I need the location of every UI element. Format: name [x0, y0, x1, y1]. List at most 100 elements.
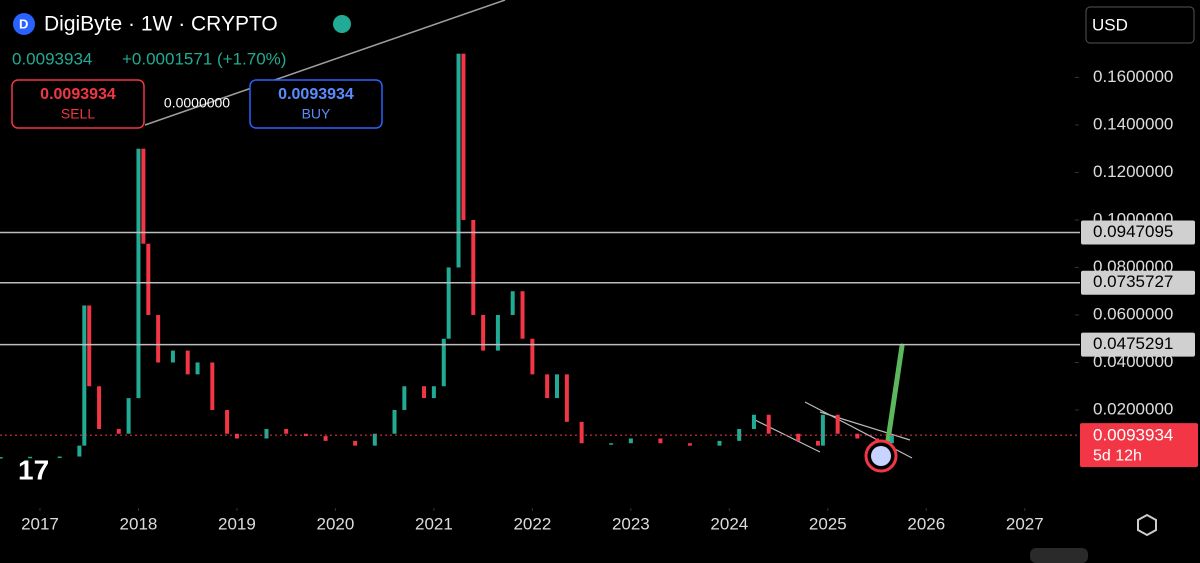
candle [766, 414, 771, 434]
tv-logo: 17 [18, 454, 49, 485]
countdown: 5d 12h [1093, 447, 1142, 464]
x-tick-label: 2025 [809, 514, 847, 533]
projection-arrow [885, 343, 905, 443]
candle [141, 148, 146, 244]
x-tick-label: 2018 [120, 514, 158, 533]
candle [510, 291, 515, 315]
level-label: 0.0947095 [1093, 222, 1173, 241]
candle [402, 386, 407, 410]
candle [225, 409, 230, 434]
candle [57, 456, 62, 459]
candle [461, 53, 466, 220]
buy-button[interactable] [249, 79, 383, 129]
candle [234, 433, 239, 439]
candle [284, 428, 289, 434]
flag-icon [871, 446, 891, 466]
y-tick-label: 0.1200000 [1093, 162, 1173, 181]
candle [717, 440, 722, 446]
candle [687, 443, 692, 446]
candle [185, 350, 190, 375]
x-tick-label: 2024 [710, 514, 748, 533]
x-tick-label: 2021 [415, 514, 453, 533]
candle [628, 438, 633, 444]
candle [136, 148, 141, 399]
candle [889, 435, 894, 444]
candle [456, 53, 461, 268]
candle [97, 386, 102, 429]
candle [264, 428, 269, 439]
title: DigiByte · 1W · CRYPTO [44, 13, 278, 36]
y-tick-label: 0.1600000 [1093, 67, 1173, 86]
buy-label: BUY [302, 106, 331, 122]
sell-button[interactable] [11, 79, 145, 129]
x-tick-label: 2017 [21, 514, 59, 533]
price-tag [1080, 423, 1198, 468]
candle [170, 350, 175, 363]
candle [481, 314, 486, 351]
y-tick-label: 0.0600000 [1093, 304, 1173, 323]
candle [126, 398, 131, 434]
candle [579, 421, 584, 444]
candle [210, 362, 215, 410]
currency: USD [1092, 15, 1128, 34]
x-tick-label: 2022 [513, 514, 551, 533]
sell-label: SELL [61, 106, 95, 122]
level-tag [1081, 332, 1195, 357]
candle [495, 314, 500, 351]
candle [323, 436, 328, 441]
candle [372, 433, 377, 446]
candle [554, 374, 559, 399]
candle [545, 374, 550, 399]
candle [609, 443, 614, 445]
candle [431, 386, 436, 399]
plot-area: 0.02000000.04000000.06000000.08000000.10… [0, 53, 1198, 533]
candle [520, 291, 525, 339]
y-tick-label: 0.1400000 [1093, 114, 1173, 133]
candle [564, 374, 569, 422]
candle [116, 428, 121, 434]
candle [353, 440, 358, 446]
trend-line [144, 0, 506, 126]
candle [195, 362, 200, 375]
candle [751, 414, 756, 429]
candle [0, 457, 3, 459]
candle [28, 456, 33, 459]
candle [658, 438, 663, 444]
level-tag [1081, 270, 1195, 295]
status-dot [333, 15, 351, 33]
trend-line [754, 419, 821, 453]
candle [82, 305, 87, 446]
x-tick-label: 2020 [317, 514, 355, 533]
currency-select[interactable] [1085, 6, 1195, 44]
buy-price: 0.0093934 [278, 86, 354, 103]
logo-letter: D [19, 16, 28, 31]
candle [446, 267, 451, 339]
candle [471, 219, 476, 315]
candle [835, 414, 840, 434]
candle [815, 440, 820, 446]
level-label: 0.0475291 [1093, 334, 1173, 353]
y-tick-label: 0.0400000 [1093, 352, 1173, 371]
toolbar-button[interactable] [1030, 548, 1088, 563]
settings-button[interactable] [1137, 513, 1157, 537]
candle [820, 414, 825, 446]
candle [855, 433, 860, 439]
candle [87, 305, 92, 387]
sell-price: 0.0093934 [40, 86, 116, 103]
candle [530, 338, 535, 375]
level-tag [1081, 220, 1195, 245]
price: 0.0093934 [12, 49, 92, 68]
x-tick-label: 2023 [612, 514, 650, 533]
coin-logo [13, 13, 35, 35]
candle [796, 433, 801, 441]
x-tick-label: 2019 [218, 514, 256, 533]
x-tick-label: 2027 [1006, 514, 1044, 533]
candle [77, 445, 82, 457]
candle [392, 409, 397, 434]
price-tag-label: 0.0093934 [1093, 426, 1173, 445]
candle [422, 386, 427, 399]
